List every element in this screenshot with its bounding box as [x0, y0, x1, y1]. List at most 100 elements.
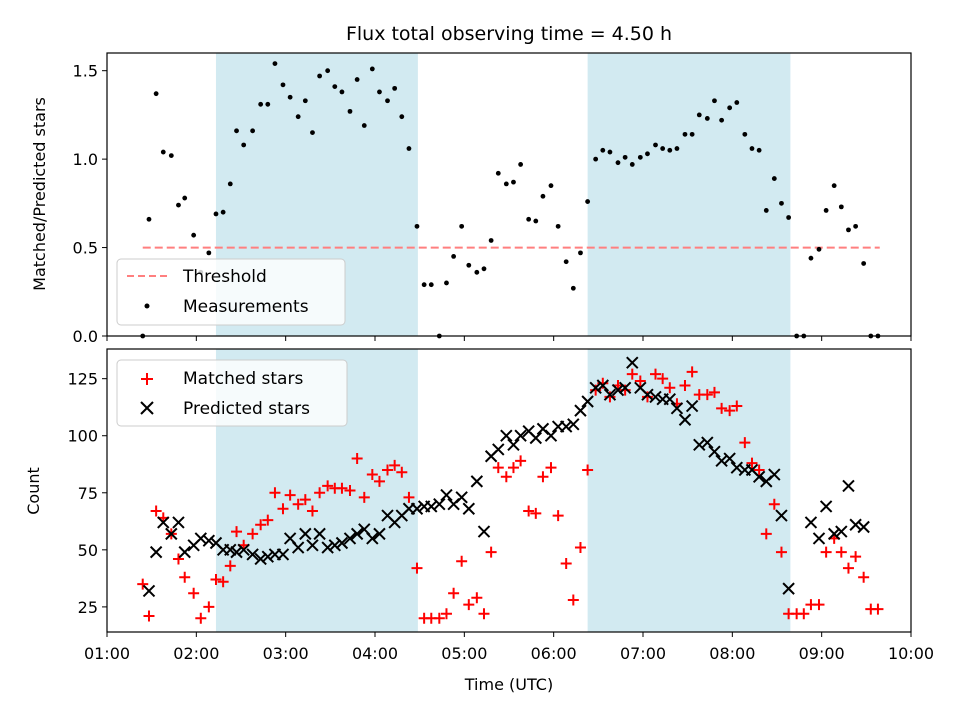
bottom-axis-ticks: 25 50 75 100 125 01:00 02:00 03:00 04:00 05:00 06:… [67, 370, 934, 663]
measurement-point [444, 280, 449, 286]
measurement-point [234, 128, 239, 134]
measurement-point [399, 114, 405, 120]
measurement-point [385, 98, 390, 104]
measurement-point [823, 208, 829, 213]
measurement-point [674, 146, 680, 151]
measurement-point [220, 209, 226, 215]
predicted-star-point [842, 479, 855, 493]
measurement-point [667, 147, 673, 153]
matched-star-point [403, 491, 415, 503]
chart-title: Flux total observing time = 4.50 h [346, 23, 672, 45]
top-shaded-interval [587, 53, 791, 336]
x-tick-label: 10:00 [888, 644, 934, 663]
matched-star-point [277, 503, 289, 515]
predicted-star-point [514, 429, 527, 442]
x-tick-label: 07:00 [620, 644, 666, 663]
measurement-point [816, 246, 822, 252]
predicted-star-point [366, 532, 379, 545]
matched-star-point [358, 491, 370, 503]
predicted-star-point [425, 500, 438, 513]
matched-star-point [485, 546, 497, 558]
matched-star-point [731, 400, 743, 412]
predicted-star-point [857, 520, 870, 534]
bottom-y-tick-label: 75 [78, 484, 98, 503]
predicted-star-point [596, 379, 610, 392]
measurement-point [206, 250, 212, 256]
matched-star-point [701, 389, 713, 401]
measurement-point [421, 282, 427, 288]
matched-star-point [351, 453, 363, 465]
predicted-star-point [567, 418, 580, 431]
bottom-y-axis-label: Count [24, 467, 43, 515]
measurement-point [540, 193, 546, 199]
predicted-star-point [350, 527, 364, 541]
measurement-point [704, 116, 710, 121]
matched-star-point [858, 571, 870, 583]
measurement-point [808, 255, 814, 261]
matched-star-point [523, 505, 535, 517]
predicted-star-point [544, 429, 558, 442]
top-y-tick-label: 0.5 [73, 239, 98, 258]
matched-star-point [143, 610, 155, 622]
measurement-point [466, 262, 472, 268]
matched-star-point [203, 601, 215, 613]
predicted-star-point [455, 491, 468, 504]
matched-star-point [269, 487, 281, 499]
bottom-y-tick-label: 25 [78, 598, 98, 617]
measurement-point [295, 114, 301, 120]
measurement-point [831, 183, 837, 189]
bottom-panel: 25 50 75 100 125 01:00 02:00 03:00 04:00 05:00 06:… [24, 348, 934, 694]
matched-star-point [210, 574, 222, 586]
matched-star-point [478, 608, 490, 620]
predicted-star-point [230, 545, 243, 559]
measurement-point [771, 176, 777, 181]
matched-star-point [448, 587, 460, 599]
predicted-star-point [626, 356, 639, 369]
matched-star-point [664, 382, 676, 394]
predicted-star-point [440, 488, 453, 502]
measurement-point [861, 261, 867, 266]
measurement-point [392, 85, 398, 91]
predicted-star-point [641, 388, 654, 401]
bottom-legend: Matched stars Predicted stars [116, 359, 348, 427]
measurement-point [182, 195, 188, 201]
predicted-star-point [373, 527, 386, 541]
measurement-point [511, 179, 516, 185]
measurement-point [146, 216, 152, 222]
predicted-star-point [804, 516, 818, 529]
matched-star-point [396, 466, 408, 478]
predicted-star-point [529, 431, 543, 445]
measurement-point [763, 208, 769, 213]
matched-star-point [716, 402, 728, 414]
matched-star-point [515, 455, 527, 467]
predicted-star-point [321, 541, 334, 554]
measurement-point [272, 61, 278, 67]
predicted-star-point [202, 534, 216, 547]
matched-star-point [872, 603, 884, 615]
predicted-star-point [768, 468, 781, 481]
predicted-star-point [701, 436, 714, 449]
measurement-point [414, 223, 420, 229]
predicted-star-point [849, 518, 862, 531]
predicted-star-point [328, 539, 342, 552]
matched-star-point [739, 437, 751, 449]
measurement-point [428, 282, 434, 288]
predicted-star-point [507, 438, 520, 452]
measurement-point [563, 259, 569, 265]
matched-star-point [224, 560, 236, 572]
matched-star-point [137, 578, 149, 590]
matched-star-point [471, 592, 483, 604]
predicted-star-point [775, 509, 788, 522]
measurement-point [645, 151, 650, 157]
matched-star-point [724, 405, 736, 417]
predicted-star-point [237, 543, 250, 557]
measurement-point [756, 147, 762, 153]
predicted-star-point [708, 445, 721, 458]
matched-star-point [798, 608, 810, 620]
measurement-point [317, 73, 323, 79]
x-tick-label: 01:00 [84, 644, 130, 663]
measurement-point [459, 223, 465, 229]
measurement-point [474, 269, 480, 275]
predicted-star-point [603, 388, 617, 401]
